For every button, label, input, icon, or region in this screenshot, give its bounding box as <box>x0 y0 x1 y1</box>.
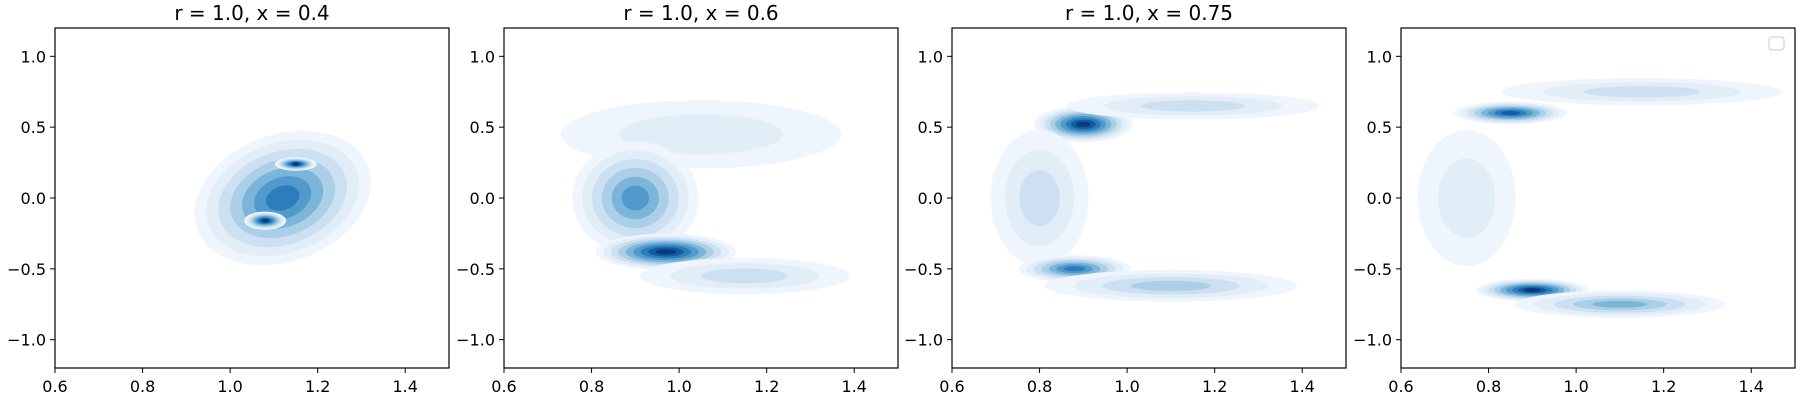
y-tick-label: 1.0 <box>21 47 46 66</box>
contour-level-7 <box>1063 266 1086 272</box>
x-tick-label: 1.2 <box>1651 377 1676 396</box>
y-tick-label: −0.5 <box>456 260 495 279</box>
y-tick-label: −0.5 <box>904 260 943 279</box>
y-tick-label: 0.5 <box>1367 118 1392 137</box>
x-tick-label: 1.4 <box>1289 377 1314 396</box>
y-tick-label: 1.0 <box>470 47 495 66</box>
x-tick-label: 0.8 <box>130 377 155 396</box>
density-contours <box>194 130 371 266</box>
y-tick-label: −1.0 <box>1353 331 1392 350</box>
x-tick-label: 1.0 <box>1563 377 1588 396</box>
y-tick-label: −1.0 <box>456 331 495 350</box>
axes-frame <box>503 27 899 369</box>
contour-level-4 <box>1130 280 1212 291</box>
contour-level-5 <box>1592 300 1648 308</box>
y-tick-label: 0.0 <box>918 189 943 208</box>
contour-level-3 <box>1140 100 1245 112</box>
x-tick-label: 0.8 <box>1027 377 1052 396</box>
x-tick-label: 1.4 <box>392 377 417 396</box>
y-tick-label: −0.5 <box>7 260 46 279</box>
x-tick-label: 1.0 <box>217 377 242 396</box>
y-tick-label: 0.5 <box>21 118 46 137</box>
contour-level-7 <box>265 185 300 211</box>
contour-level-3 <box>1584 86 1700 98</box>
subplot-title: r = 1.0, x = 0.75 <box>1065 1 1233 25</box>
y-tick-label: 0.0 <box>1367 189 1392 208</box>
subplot-3: 0.6 0.8 1.0 1.2 1.4 −1.0 −0.5 0.0 0.5 1.0 r = 1.0,… <box>904 1 1347 396</box>
contour-level-9 <box>1523 288 1541 293</box>
x-tick-label: 1.0 <box>666 377 691 396</box>
contour-level-9 <box>262 218 269 223</box>
contour-level-2 <box>1438 158 1496 238</box>
contour-level-3 <box>701 268 789 284</box>
x-tick-label: 1.2 <box>305 377 330 396</box>
subplot-1: 0.6 0.8 1.0 1.2 1.4 −1.0 −0.5 0.0 0.5 1.0 r = 1.0,… <box>7 1 450 396</box>
x-tick-label: 0.8 <box>1476 377 1501 396</box>
contour-level-2 <box>619 114 783 155</box>
y-tick-label: 1.0 <box>918 47 943 66</box>
y-tick-label: 0.5 <box>918 118 943 137</box>
x-tick-label: 0.8 <box>579 377 604 396</box>
x-tick-label: 1.0 <box>1114 377 1139 396</box>
y-tick-label: 0.0 <box>21 189 46 208</box>
subplot-4: 0.6 0.8 1.0 1.2 1.4 −1.0 −0.5 0.0 0.5 1.0 <box>1353 27 1796 396</box>
legend-box <box>1768 36 1785 51</box>
contour-level-9 <box>655 249 677 255</box>
subplot-title: r = 1.0, x = 0.4 <box>174 1 329 25</box>
contour-level-9 <box>1076 121 1091 128</box>
y-tick-label: 1.0 <box>1367 47 1392 66</box>
x-tick-label: 0.6 <box>491 377 516 396</box>
contour-level-9 <box>292 162 299 166</box>
x-tick-label: 1.4 <box>1738 377 1763 396</box>
x-tick-label: 0.6 <box>42 377 67 396</box>
y-tick-label: −1.0 <box>7 331 46 350</box>
contour-level-6 <box>621 185 650 211</box>
density-contours <box>990 92 1319 302</box>
x-tick-label: 0.6 <box>1388 377 1413 396</box>
subplot-2: 0.6 0.8 1.0 1.2 1.4 −1.0 −0.5 0.0 0.5 1.0 r = 1.0,… <box>456 1 899 396</box>
y-tick-label: −1.0 <box>904 331 943 350</box>
y-tick-label: −0.5 <box>1353 260 1392 279</box>
contour-level-3 <box>1019 170 1060 226</box>
x-tick-label: 1.4 <box>841 377 866 396</box>
density-contours <box>560 100 850 295</box>
y-tick-label: 0.0 <box>470 189 495 208</box>
x-tick-label: 0.6 <box>939 377 964 396</box>
y-tick-label: 0.5 <box>470 118 495 137</box>
contour-level-8 <box>1501 111 1520 115</box>
x-tick-label: 1.2 <box>1202 377 1227 396</box>
density-contours <box>1417 78 1782 318</box>
subplot-title: r = 1.0, x = 0.6 <box>623 1 778 25</box>
x-tick-label: 1.2 <box>754 377 779 396</box>
